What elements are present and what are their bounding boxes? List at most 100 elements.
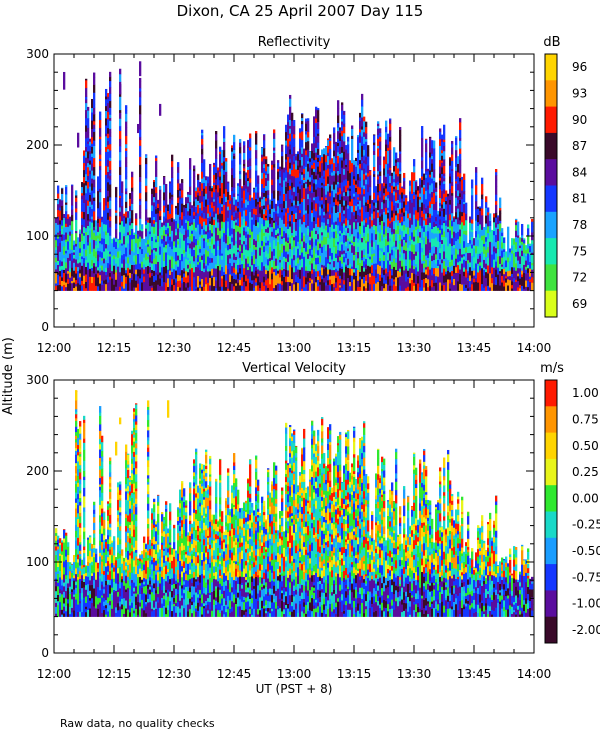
reflectivity-cell — [419, 184, 422, 194]
reflectivity-cell — [119, 257, 122, 263]
reflectivity-cell — [61, 240, 64, 249]
reflectivity-cell — [95, 283, 98, 286]
reflectivity-cell — [71, 220, 74, 230]
reflectivity-cell — [69, 258, 72, 261]
reflectivity-cell — [107, 244, 110, 251]
reflectivity-cell — [85, 180, 88, 186]
reflectivity-cell — [393, 284, 396, 291]
reflectivity-cell — [365, 179, 368, 185]
reflectivity-cell — [373, 211, 376, 219]
reflectivity-cell — [197, 217, 200, 225]
reflectivity-cell — [123, 226, 126, 232]
reflectivity-cell — [437, 267, 440, 277]
reflectivity-cell — [75, 219, 78, 228]
reflectivity-cell — [231, 206, 234, 216]
reflectivity-cell — [307, 258, 310, 264]
reflectivity-cell — [97, 254, 100, 262]
reflectivity-cell — [253, 187, 256, 189]
reflectivity-cell — [363, 214, 366, 221]
reflectivity-cell — [315, 189, 318, 197]
reflectivity-cell — [359, 168, 362, 178]
reflectivity-cell — [83, 219, 86, 228]
reflectivity-cell — [359, 200, 362, 210]
reflectivity-cell — [395, 159, 398, 163]
reflectivity-cell — [199, 256, 202, 263]
reflectivity-cell — [257, 204, 260, 211]
reflectivity-cell — [197, 179, 200, 185]
reflectivity-cell — [421, 282, 424, 291]
reflectivity-cell — [207, 265, 210, 269]
reflectivity-cell — [83, 232, 86, 236]
reflectivity-cell — [199, 239, 202, 247]
reflectivity-cell — [429, 177, 432, 186]
reflectivity-cell — [299, 259, 302, 266]
reflectivity-cell — [393, 233, 396, 242]
reflectivity-cell — [331, 231, 334, 238]
reflectivity-cell — [297, 192, 300, 201]
reflectivity-cell — [177, 280, 180, 287]
reflectivity-cell — [323, 153, 326, 163]
reflectivity-cell — [231, 151, 234, 161]
reflectivity-cell — [421, 252, 424, 262]
reflectivity-cell — [85, 207, 88, 214]
reflectivity-cell — [455, 248, 458, 251]
reflectivity-cell — [55, 233, 58, 241]
reflectivity-cell — [219, 187, 222, 197]
reflectivity-cell — [317, 187, 320, 192]
reflectivity-cell — [457, 202, 460, 209]
reflectivity-cell — [93, 256, 96, 264]
reflectivity-cell — [93, 120, 96, 125]
reflectivity-cell — [231, 256, 234, 267]
reflectivity-cell — [445, 229, 448, 238]
reflectivity-cell — [475, 208, 478, 215]
reflectivity-cell — [429, 260, 432, 270]
reflectivity-cell — [313, 123, 316, 129]
reflectivity-cell — [351, 233, 354, 241]
reflectivity-cell — [341, 146, 344, 150]
reflectivity-cell — [123, 215, 126, 219]
reflectivity-cell — [299, 181, 302, 184]
reflectivity-cell — [263, 268, 266, 277]
reflectivity-cell — [301, 117, 304, 122]
reflectivity-cell — [369, 170, 372, 172]
reflectivity-cell — [459, 185, 462, 194]
reflectivity-cell — [123, 288, 126, 291]
reflectivity-cell — [275, 288, 278, 291]
reflectivity-cell — [61, 280, 64, 287]
reflectivity-cell — [109, 150, 112, 158]
reflectivity-cell — [397, 194, 400, 201]
reflectivity-cell — [377, 170, 380, 175]
reflectivity-cell — [123, 230, 126, 234]
reflectivity-cell — [427, 182, 430, 190]
reflectivity-cell — [75, 248, 78, 253]
reflectivity-cell — [349, 235, 352, 242]
reflectivity-cell — [317, 142, 320, 149]
reflectivity-cell — [391, 195, 394, 202]
reflectivity-cell — [191, 255, 194, 265]
reflectivity-cell — [321, 264, 324, 268]
reflectivity-cell — [359, 222, 362, 227]
reflectivity-cell — [175, 247, 178, 253]
reflectivity-cell — [249, 244, 252, 249]
reflectivity-cell — [427, 244, 430, 250]
reflectivity-cell — [443, 220, 446, 224]
reflectivity-cell — [267, 180, 270, 187]
reflectivity-cell — [401, 216, 404, 222]
reflectivity-cell — [425, 168, 428, 172]
reflectivity-cell — [347, 219, 350, 229]
reflectivity-cell — [131, 244, 134, 252]
reflectivity-cell — [327, 164, 330, 169]
reflectivity-cell — [159, 216, 162, 220]
reflectivity-cell — [393, 171, 396, 180]
reflectivity-cell — [145, 154, 148, 156]
reflectivity-cell — [231, 265, 234, 271]
reflectivity-cell — [129, 243, 132, 250]
reflectivity-cell — [445, 273, 448, 283]
reflectivity-cell — [115, 251, 118, 257]
reflectivity-cell — [89, 211, 92, 220]
reflectivity-cell — [303, 227, 306, 234]
reflectivity-cell — [267, 284, 270, 288]
reflectivity-cell — [227, 221, 230, 229]
reflectivity-cell — [99, 136, 102, 140]
reflectivity-cell — [161, 277, 164, 287]
